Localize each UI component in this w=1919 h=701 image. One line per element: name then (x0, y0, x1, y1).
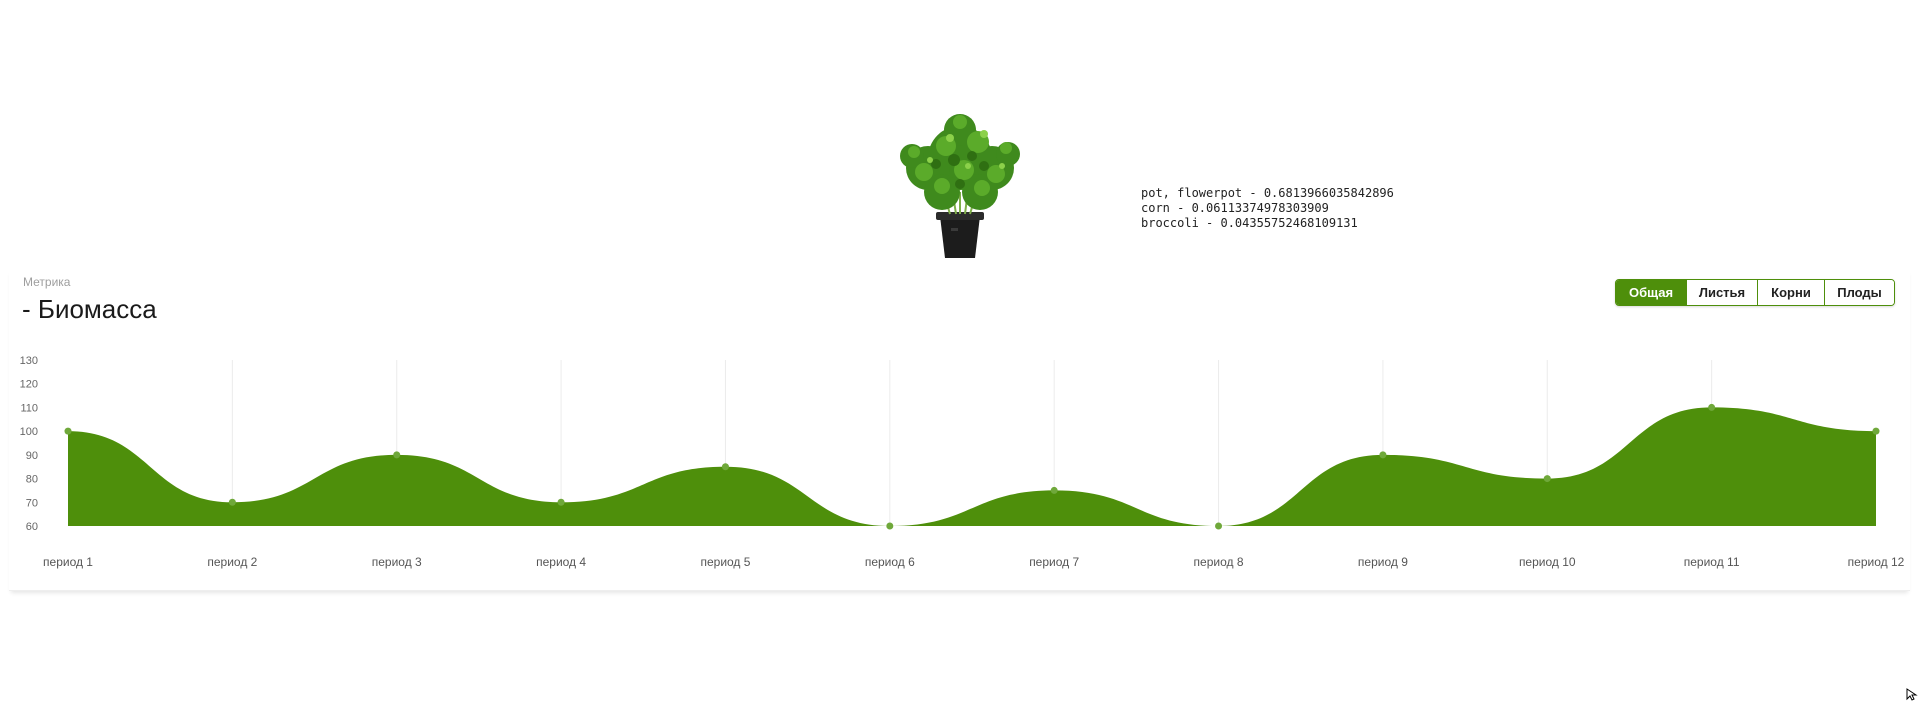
metric-chart-card: Метрика - Биомасса Общая Листья Корни Пл… (9, 268, 1910, 591)
data-point (557, 498, 565, 506)
metric-title: - Биомасса (22, 294, 157, 324)
x-tick-label: период 11 (1684, 555, 1740, 569)
biomass-chart: 60 70 80 90 100 110 120 130 период 1 период 2 пери… (20, 355, 1905, 569)
data-point (1379, 451, 1387, 459)
data-point (228, 498, 236, 506)
tab-roots[interactable]: Корни (1757, 280, 1824, 305)
x-tick-label: период 8 (1194, 555, 1244, 569)
data-point (721, 463, 729, 471)
metric-label: Метрика (23, 275, 71, 289)
data-point (1215, 522, 1223, 530)
data-point (886, 522, 894, 530)
x-tick-label: период 1 (43, 555, 93, 569)
y-tick-label: 80 (26, 474, 38, 486)
prediction-item: pot, flowerpot - 0.6813966035842896 (1141, 186, 1394, 200)
prediction-list: pot, flowerpot - 0.6813966035842896 corn… (1141, 186, 1394, 231)
chart-area-series (68, 407, 1876, 526)
x-tick-label: период 12 (1848, 555, 1905, 569)
data-point (393, 451, 401, 459)
tab-general[interactable]: Общая (1616, 280, 1686, 305)
y-tick-label: 110 (20, 402, 38, 414)
prediction-item: corn - 0.06113374978303909 (1141, 201, 1329, 215)
data-point (1708, 403, 1716, 411)
x-tick-label: период 2 (207, 555, 257, 569)
y-tick-label: 70 (26, 497, 38, 509)
mouse-cursor-icon (1906, 688, 1918, 701)
y-tick-label: 100 (20, 426, 38, 438)
data-point (64, 427, 72, 435)
x-tick-label: период 5 (700, 555, 750, 569)
plant-image (900, 114, 1020, 258)
x-tick-label: период 3 (372, 555, 422, 569)
x-tick-label: период 10 (1519, 555, 1576, 569)
tab-leaves[interactable]: Листья (1686, 280, 1757, 305)
y-tick-label: 60 (26, 521, 38, 533)
metric-tabs: Общая Листья Корни Плоды (1615, 279, 1895, 306)
y-tick-label: 90 (26, 450, 38, 462)
data-point (1543, 475, 1551, 483)
x-tick-label: период 4 (536, 555, 586, 569)
prediction-item: broccoli - 0.04355752468109131 (1141, 216, 1358, 230)
data-point (1872, 427, 1880, 435)
x-tick-label: период 9 (1358, 555, 1408, 569)
y-tick-label: 120 (20, 379, 38, 391)
tab-fruits[interactable]: Плоды (1824, 280, 1894, 305)
data-point (1050, 486, 1058, 494)
y-tick-label: 130 (20, 355, 38, 367)
x-tick-label: период 6 (865, 555, 915, 569)
x-tick-label: период 7 (1029, 555, 1079, 569)
